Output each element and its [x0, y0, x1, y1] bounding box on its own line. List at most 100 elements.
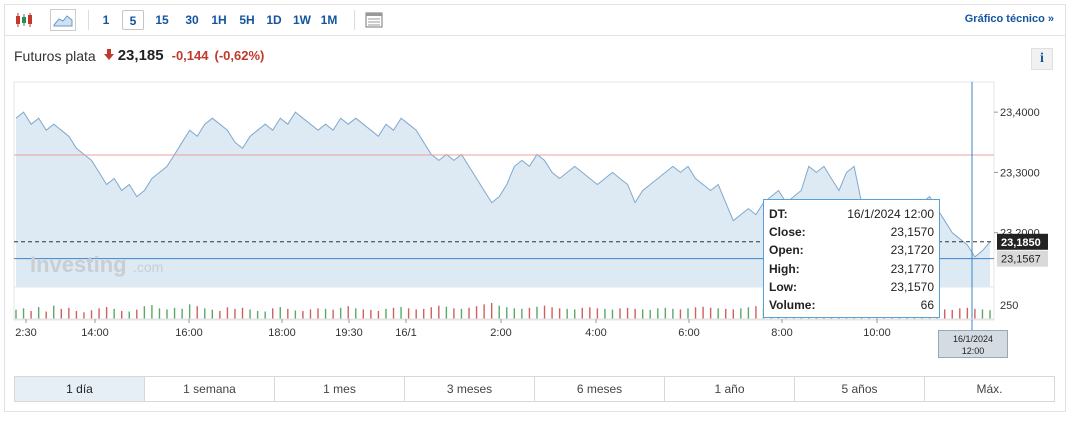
- range-button[interactable]: Máx.: [976, 382, 1003, 396]
- volume-bar: [128, 311, 130, 319]
- volume-bar: [362, 309, 365, 319]
- toolbar-separator: [354, 10, 355, 30]
- tooltip-row: Open: 23,1720: [769, 241, 934, 259]
- volume-bar: [521, 308, 523, 319]
- x-tick-label: 6:00: [678, 327, 699, 339]
- instrument-header: Futuros plata 23,185 -0,144 (-0,62%): [14, 47, 264, 64]
- x-tick-label: 2:30: [15, 327, 36, 339]
- tooltip-row: Close: 23,1570: [769, 223, 934, 241]
- volume-bar: [226, 307, 229, 319]
- volume-bar: [536, 306, 538, 319]
- volume-bar: [211, 309, 214, 319]
- volume-bar: [188, 304, 191, 319]
- timeframe-1h[interactable]: 1H: [211, 13, 227, 27]
- x-tick-label: 14:00: [81, 327, 109, 339]
- volume-bar: [385, 308, 387, 319]
- toolbar-separator: [88, 10, 89, 30]
- volume-bar: [407, 308, 410, 319]
- volume-bar: [981, 309, 984, 319]
- candlestick-icon[interactable]: [12, 9, 36, 31]
- timeframe-5[interactable]: 5: [122, 10, 144, 30]
- volume-bar: [30, 311, 32, 319]
- volume-bar: [672, 308, 674, 319]
- volume-bar: [445, 306, 448, 319]
- tooltip-value: 23,1720: [890, 243, 934, 258]
- crosshair-date: 16/1/2024: [952, 334, 994, 344]
- volume-tick-label: 250: [1000, 300, 1018, 312]
- widget-frame: [4, 4, 1066, 412]
- volume-bar: [75, 311, 78, 319]
- volume-bar: [974, 308, 976, 319]
- volume-bar: [649, 309, 651, 319]
- watermark-brand: Investing: [30, 252, 127, 277]
- volume-bar: [664, 307, 667, 319]
- volume-bar: [317, 308, 319, 319]
- data-tooltip: DT: 16/1/2024 12:00 Close: 23,1570 Open: 23,1…: [763, 199, 940, 318]
- timeframe-15[interactable]: 15: [155, 13, 169, 27]
- tooltip-row: Volume: 66: [769, 296, 934, 314]
- info-button[interactable]: i: [1031, 48, 1053, 70]
- range-button[interactable]: 6 meses: [535, 377, 665, 401]
- volume-bar: [657, 308, 659, 319]
- last-price: 23,185: [117, 47, 164, 64]
- timeframe-1d[interactable]: 1D: [266, 13, 282, 27]
- volume-bar: [694, 307, 697, 319]
- volume-bar: [543, 305, 546, 319]
- volume-bar: [219, 311, 221, 319]
- timeframe-5h[interactable]: 5H: [239, 13, 255, 27]
- table-icon[interactable]: [362, 9, 386, 31]
- range-button[interactable]: 5 años: [795, 377, 925, 401]
- volume-bar: [136, 309, 138, 319]
- volume-bar: [755, 306, 757, 319]
- range-selector: 1 día 1 semana 1 mes 3 meses 6 meses 1 año 5 a…: [14, 376, 1055, 402]
- crosshair-price-box: [997, 250, 1048, 267]
- volume-bar: [679, 309, 682, 319]
- volume-bar: [943, 309, 946, 319]
- area-chart-icon[interactable]: [50, 9, 76, 31]
- tooltip-key: High:: [769, 261, 800, 276]
- volume-bar: [60, 308, 63, 319]
- volume-bar: [626, 307, 629, 319]
- volume-bar: [173, 307, 176, 319]
- instrument-name: Futuros plata: [14, 47, 96, 64]
- volume-bar: [166, 309, 168, 319]
- volume-bar: [294, 310, 297, 319]
- volume-bar: [309, 309, 312, 319]
- volume-bar: [90, 310, 93, 319]
- tooltip-value: 23,1570: [890, 279, 934, 294]
- volume-bar: [619, 308, 621, 319]
- volume-bar: [581, 307, 583, 319]
- timeframe-1m[interactable]: 1M: [320, 13, 338, 27]
- volume-bar: [272, 308, 274, 319]
- tooltip-row: DT: 16/1/2024 12:00: [769, 205, 934, 223]
- volume-bar: [438, 305, 440, 319]
- range-button[interactable]: 1 día: [15, 377, 145, 401]
- crosshair-time: 12:00: [961, 346, 985, 356]
- x-tick-label: 8:00: [771, 327, 792, 339]
- volume-bar: [740, 308, 742, 319]
- arrow-down-icon: [103, 48, 114, 64]
- watermark-suffix: .com: [133, 259, 163, 275]
- timeframe-1w[interactable]: 1W: [293, 13, 311, 27]
- timeframe-1[interactable]: 1: [102, 13, 110, 27]
- volume-bar: [641, 309, 644, 319]
- range-button[interactable]: 1 semana: [145, 377, 275, 401]
- current-price-label: 23,1850: [1001, 237, 1041, 249]
- volume-bar: [490, 303, 493, 319]
- price-area-fill: [16, 112, 990, 287]
- range-button[interactable]: 3 meses: [405, 377, 535, 401]
- volume-bar: [604, 308, 606, 319]
- range-button[interactable]: 1 mes: [275, 377, 405, 401]
- volume-bar: [596, 308, 599, 319]
- volume-bar: [717, 308, 719, 319]
- volume-bar: [732, 309, 734, 319]
- volume-bar: [151, 305, 153, 319]
- range-button[interactable]: 1 año: [665, 377, 795, 401]
- volume-bar: [498, 305, 500, 319]
- timeframe-30[interactable]: 30: [185, 13, 199, 27]
- technical-chart-link[interactable]: Gráfico técnico »: [964, 13, 1054, 25]
- price-change-percent: (-0,62%): [214, 48, 265, 63]
- volume-bar: [475, 306, 478, 319]
- volume-bar: [528, 307, 531, 319]
- volume-bar: [483, 304, 485, 319]
